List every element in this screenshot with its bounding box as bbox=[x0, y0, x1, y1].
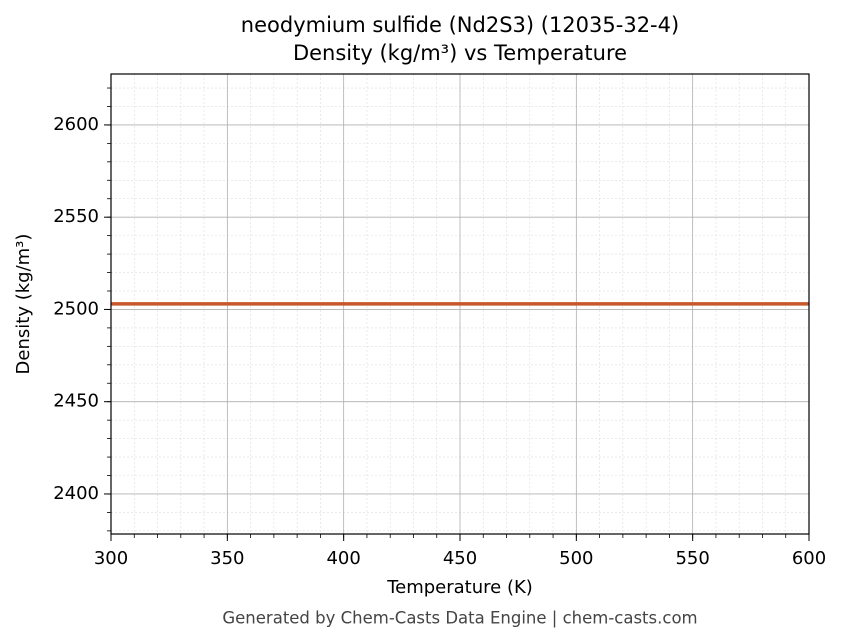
y-tick-label: 2600 bbox=[53, 114, 99, 135]
x-tick-label: 300 bbox=[94, 548, 128, 569]
chart-subtitle: Density (kg/m³) vs Temperature bbox=[293, 41, 627, 65]
x-tick-label: 450 bbox=[443, 548, 477, 569]
x-tick-label: 400 bbox=[326, 548, 360, 569]
footer: Generated by Chem-Casts Data Engine | ch… bbox=[222, 609, 697, 628]
plot-frame bbox=[110, 73, 810, 535]
y-tick-label: 2400 bbox=[53, 483, 99, 504]
y-axis-label: Density (kg/m³) bbox=[13, 234, 34, 375]
y-tick-label: 2550 bbox=[53, 206, 99, 227]
x-tick-label: 350 bbox=[210, 548, 244, 569]
y-tick-label: 2500 bbox=[53, 298, 99, 319]
x-tick-label: 500 bbox=[559, 548, 593, 569]
x-axis-label: Temperature (K) bbox=[386, 577, 533, 598]
y-tick-label: 2450 bbox=[53, 391, 99, 412]
chart-title: neodymium sulfide (Nd2S3) (12035-32-4) bbox=[241, 13, 679, 37]
x-tick-label: 550 bbox=[675, 548, 709, 569]
x-tick-label: 600 bbox=[792, 548, 826, 569]
